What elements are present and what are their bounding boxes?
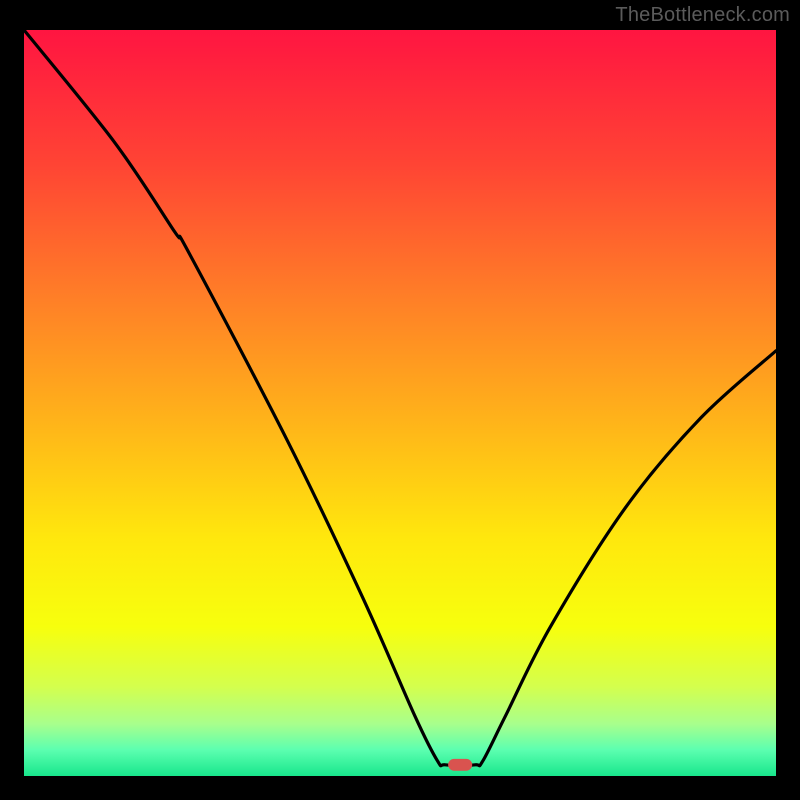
gradient-background	[24, 30, 776, 776]
optimum-marker	[448, 759, 472, 771]
plot-area	[24, 30, 776, 776]
bottleneck-curve-chart	[24, 30, 776, 776]
attribution-label: TheBottleneck.com	[615, 4, 790, 27]
chart-container: TheBottleneck.com	[0, 0, 800, 800]
